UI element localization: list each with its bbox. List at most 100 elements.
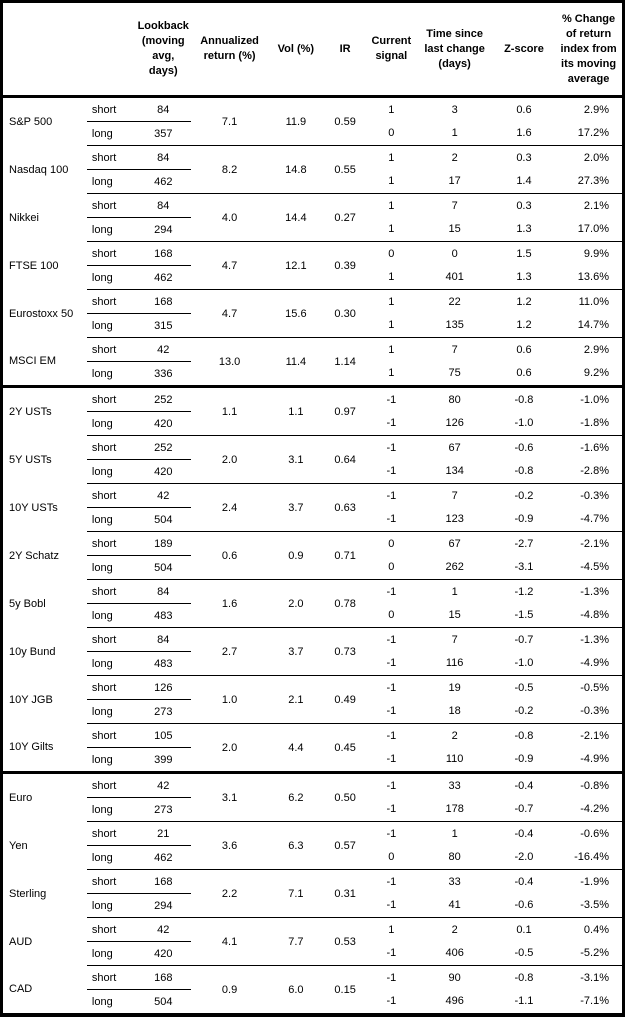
lookback-value: 168 [135,241,192,266]
horizon-label: short [86,386,136,412]
signal-value: 0 [366,555,417,580]
days-value: 7 [451,489,458,502]
horizon-header [86,1,136,98]
pct-change-value: -1.3% [580,585,609,598]
vol-value: 14.4 [267,193,325,242]
days-value: 0 [451,247,458,260]
instrument-name: 10Y Gilts [1,723,87,774]
annualized-return-value: 2.2 [191,869,268,918]
vol-value: 15.6 [267,289,325,338]
annualized-return-value: 4.1 [191,917,268,966]
zscore-value: -3.1 [492,555,556,580]
ir-value: 0.30 [324,289,367,338]
instrument-row-long: long 420 -1 126 -1.0 -1.8% [2,411,624,436]
annualized-return-value: 3.6 [191,821,268,870]
zscore-value: -0.4 [514,875,534,888]
zscore-value: -1.1 [514,995,534,1008]
zscore-value: 1.2 [492,313,556,338]
lookback-value: 84 [135,145,192,170]
horizon-label: long [86,845,136,870]
pct-change-value: -1.6% [580,441,609,454]
lookback-value: 252 [135,435,192,460]
horizon-label: long [86,361,136,388]
signal-value: 0 [366,845,417,870]
ir-value: 0.78 [324,579,367,628]
lookback-value: 294 [135,893,192,918]
signal-value: -1 [366,893,417,918]
days-value: 1 [416,121,493,146]
days-value: 7 [451,199,458,212]
pct-change-value: -0.3% [555,699,624,724]
zscore-value: -0.6 [492,893,556,918]
days-value: 17 [416,169,493,194]
signal-value: -1 [366,699,417,724]
instrument-row-short: 10Y USTs short 42 2.4 3.7 0.63 -1 7 -0.2 -0.3% [2,483,624,532]
instrument-name: 5y Bobl [9,597,46,610]
vol-value: 6.2 [267,772,325,822]
lookback-value: 189 [135,531,192,556]
zscore-value: -0.7 [514,633,534,646]
zscore-value: -0.9 [492,747,556,774]
instrument-name: AUD [9,935,33,948]
annualized-return-value: 3.1 [191,772,268,822]
days-value: 15 [416,603,493,628]
instrument-row-short: 5y Bobl short 84 1.6 2.0 0.78 -1 1 -1.2 -1.3% [2,579,624,628]
days-value: 33 [448,779,461,792]
vol-value: 14.8 [267,145,325,194]
horizon-label: long [86,459,136,484]
lookback-value: 21 [135,821,192,846]
ir-value: 0.50 [324,772,367,822]
instrument-name: CAD [9,983,33,996]
days-value: 1 [451,585,458,598]
instrument-name: 5Y USTs [9,453,52,466]
zscore-value: -0.9 [492,507,556,532]
zscore-value: 0.3 [516,199,532,212]
pct-change-value: 2.9% [583,343,609,356]
horizon-label: short [86,772,136,798]
lookback-value: 84 [135,193,192,218]
lookback-value: 105 [135,723,192,748]
horizon-label: short [86,723,136,748]
signal-value: 1 [366,313,417,338]
instrument-row-long: long 420 -1 406 -0.5 -5.2% [2,941,624,966]
pct-change-value: -0.6% [580,827,609,840]
instrument-name: Yen [9,839,28,852]
instrument-name: Eurostoxx 50 [9,307,74,320]
pct-change-value: 2.0% [583,151,609,164]
horizon-label: short [86,96,136,122]
horizon-label: short [86,917,136,942]
days-value: 67 [448,441,461,454]
lookback-value: 504 [135,555,192,580]
horizon-label: short [86,627,136,652]
ir-value: 0.63 [324,483,367,532]
lookback-value: 42 [135,337,192,362]
instrument-row-long: long 294 -1 41 -0.6 -3.5% [2,893,624,918]
pct-change-value: 2.9% [583,103,609,116]
vol-value: 11.4 [267,337,325,388]
days-value: 2 [451,729,458,742]
pct-change-value: -3.1% [580,971,609,984]
horizon-label: long [91,995,113,1008]
days-value: 7 [451,343,458,356]
horizon-label: long [86,797,136,822]
signal-value: 0 [388,537,395,550]
days-value: 123 [416,507,493,532]
horizon-label: long [86,651,136,676]
vol-value: 6.0 [288,983,304,996]
ir-value: 0.39 [324,241,367,290]
lookback-value: 462 [135,265,192,290]
vol-value: 12.1 [267,241,325,290]
vol-value: 2.1 [267,675,325,724]
ir-value: 0.57 [324,821,367,870]
instrument-row-long: long 462 1 17 1.4 27.3% [2,169,624,194]
ir-header: IR [324,1,367,98]
pct-change-value: -7.1% [580,995,609,1008]
days-value: 3 [451,103,458,116]
instrument-row-long: long 357 0 1 1.6 17.2% [2,121,624,146]
lookback-value: 336 [135,361,192,388]
vol-header: Vol (%) [267,1,325,98]
instrument-row-long: long 504 0 262 -3.1 -4.5% [2,555,624,580]
instrument-row-long: long 462 1 401 1.3 13.6% [2,265,624,290]
days-value: 134 [416,459,493,484]
